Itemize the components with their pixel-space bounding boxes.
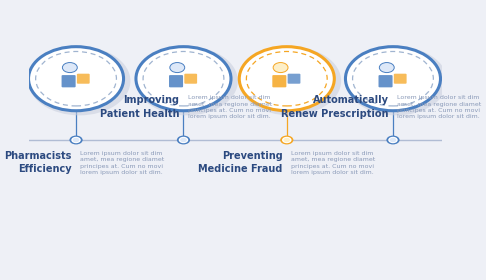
Circle shape — [380, 62, 394, 73]
Ellipse shape — [239, 46, 341, 115]
Circle shape — [177, 136, 190, 144]
Circle shape — [62, 62, 77, 73]
Ellipse shape — [345, 46, 448, 115]
Text: Lorem ipsum dolor sit dim
amet, mea regione diamet
principes at. Cum no movi
lor: Lorem ipsum dolor sit dim amet, mea regi… — [80, 151, 164, 175]
Ellipse shape — [136, 46, 238, 115]
Text: Lorem ipsum dolor sit dim
amet, mea regione diamet
principes at. Cum no movi
lor: Lorem ipsum dolor sit dim amet, mea regi… — [397, 95, 481, 119]
FancyBboxPatch shape — [379, 75, 393, 87]
FancyBboxPatch shape — [272, 75, 286, 87]
Circle shape — [346, 47, 440, 111]
Text: Lorem ipsum dolor sit dim
amet, mea regione diamet
principes at. Cum no movi
lor: Lorem ipsum dolor sit dim amet, mea regi… — [188, 95, 272, 119]
Circle shape — [273, 62, 288, 73]
Text: Improving
Patient Health: Improving Patient Health — [100, 95, 179, 119]
Circle shape — [179, 137, 188, 143]
Circle shape — [71, 137, 81, 143]
Circle shape — [282, 137, 292, 143]
Ellipse shape — [28, 46, 130, 115]
Circle shape — [388, 137, 398, 143]
Circle shape — [73, 138, 79, 142]
FancyBboxPatch shape — [62, 75, 76, 87]
Circle shape — [280, 136, 294, 144]
Circle shape — [283, 138, 290, 142]
Text: Pharmacists
Efficiency: Pharmacists Efficiency — [4, 151, 72, 174]
Circle shape — [239, 47, 334, 111]
Circle shape — [29, 47, 123, 111]
Circle shape — [136, 47, 231, 111]
Circle shape — [386, 136, 399, 144]
Text: Lorem ipsum dolor sit dim
amet, mea regione diamet
principes at. Cum no movi
lor: Lorem ipsum dolor sit dim amet, mea regi… — [291, 151, 375, 175]
Circle shape — [170, 62, 185, 73]
Circle shape — [180, 138, 187, 142]
FancyBboxPatch shape — [184, 74, 197, 84]
Text: Preventing
Medicine Fraud: Preventing Medicine Fraud — [198, 151, 283, 174]
FancyBboxPatch shape — [169, 75, 183, 87]
Circle shape — [390, 138, 396, 142]
FancyBboxPatch shape — [288, 74, 300, 84]
FancyBboxPatch shape — [394, 74, 407, 84]
Circle shape — [69, 136, 83, 144]
Text: Automatically
Renew Prescription: Automatically Renew Prescription — [281, 95, 389, 119]
FancyBboxPatch shape — [77, 74, 90, 84]
